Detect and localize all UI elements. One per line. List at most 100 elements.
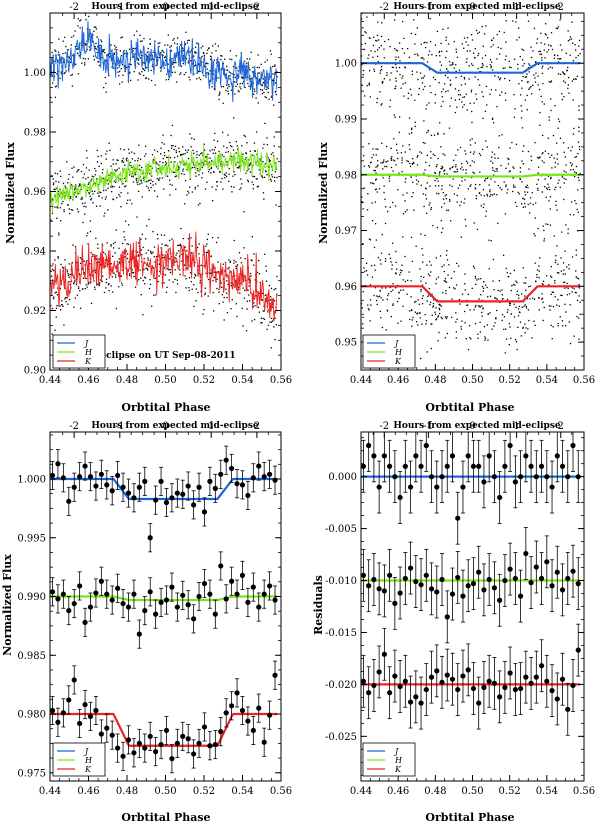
data-point <box>543 49 545 51</box>
data-point <box>225 151 227 154</box>
data-point <box>170 50 173 52</box>
data-point <box>563 281 566 283</box>
data-point <box>82 463 88 469</box>
data-point <box>384 222 387 225</box>
data-point <box>227 93 230 95</box>
data-point <box>512 575 518 582</box>
data-point <box>169 756 175 762</box>
data-point <box>50 472 56 479</box>
data-point <box>531 192 533 194</box>
data-point <box>362 208 364 210</box>
data-point <box>138 279 140 281</box>
data-point <box>125 250 128 252</box>
data-point <box>541 67 543 69</box>
data-point <box>432 305 435 307</box>
data-point <box>107 209 109 211</box>
data-point <box>55 596 61 602</box>
data-point <box>265 265 267 267</box>
data-point <box>213 276 215 279</box>
data-point <box>192 259 194 261</box>
data-point <box>402 575 408 582</box>
data-point <box>243 247 245 249</box>
data-point <box>460 484 466 490</box>
data-point <box>74 186 76 188</box>
data-point <box>471 287 473 289</box>
data-point <box>539 124 541 126</box>
data-point <box>551 48 554 51</box>
panel-bottom-left: Hours from expected mid-eclipse Orbtital… <box>1 421 292 824</box>
data-point <box>538 157 540 159</box>
data-point <box>568 321 571 323</box>
data-point <box>428 294 430 296</box>
data-point <box>85 284 87 286</box>
data-point <box>502 463 508 469</box>
data-point <box>151 167 153 169</box>
data-point <box>82 288 84 290</box>
data-point <box>164 59 167 61</box>
data-point <box>420 233 422 235</box>
data-point <box>420 290 422 292</box>
data-point <box>510 289 512 292</box>
data-point <box>160 247 162 249</box>
data-point <box>60 283 62 286</box>
data-point <box>426 154 428 157</box>
data-point <box>461 43 463 45</box>
data-point <box>255 131 258 133</box>
data-point <box>164 44 166 46</box>
data-point <box>51 51 53 54</box>
data-point <box>93 280 95 282</box>
data-point <box>574 200 576 202</box>
data-point <box>496 33 498 36</box>
data-point <box>252 175 254 178</box>
data-point <box>246 62 248 64</box>
data-point <box>224 262 227 264</box>
data-point <box>113 180 116 182</box>
data-point <box>269 178 272 180</box>
data-point <box>541 293 543 295</box>
data-point <box>438 193 440 195</box>
data-point <box>398 66 401 69</box>
data-point <box>551 167 553 169</box>
data-point <box>465 667 471 673</box>
data-point <box>70 184 73 186</box>
data-point <box>433 134 436 136</box>
legend-h-label: H <box>84 348 93 357</box>
data-point <box>207 278 210 281</box>
data-point <box>267 583 273 589</box>
data-point <box>494 170 496 173</box>
data-point <box>475 29 478 32</box>
data-point <box>166 73 168 75</box>
data-point <box>414 99 416 101</box>
data-point <box>159 161 161 163</box>
data-point <box>489 190 491 193</box>
data-point <box>527 309 530 311</box>
data-point <box>151 65 154 68</box>
data-point <box>194 188 196 190</box>
data-point <box>361 196 363 198</box>
data-point <box>472 265 475 267</box>
data-point <box>549 188 551 191</box>
data-point <box>423 442 429 449</box>
data-point <box>421 284 424 286</box>
data-point <box>236 145 238 147</box>
data-point <box>55 50 57 52</box>
data-point <box>418 303 421 305</box>
data-point <box>105 281 108 284</box>
data-point <box>467 44 469 46</box>
data-point <box>560 257 562 259</box>
data-point <box>385 287 387 289</box>
data-point <box>521 110 523 112</box>
data-point <box>210 255 212 257</box>
data-point <box>455 64 457 66</box>
data-point <box>462 96 464 99</box>
data-point <box>177 169 180 171</box>
data-point <box>201 55 203 58</box>
data-point <box>392 289 394 291</box>
data-point <box>222 188 224 190</box>
data-point <box>448 264 450 266</box>
data-point <box>203 74 205 77</box>
data-point <box>557 163 559 165</box>
top-tick-label: -1 <box>115 421 125 432</box>
data-point <box>59 188 61 190</box>
data-point <box>272 155 275 157</box>
